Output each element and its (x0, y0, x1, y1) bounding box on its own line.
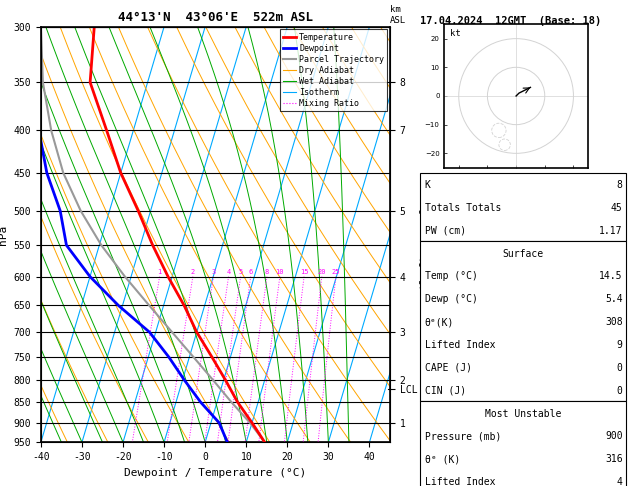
Text: 900: 900 (605, 432, 623, 441)
Text: Most Unstable: Most Unstable (484, 409, 561, 418)
Text: θᵉ (K): θᵉ (K) (425, 454, 460, 464)
Text: θᵉ(K): θᵉ(K) (425, 317, 454, 327)
Text: Lifted Index: Lifted Index (425, 340, 495, 350)
Text: 3: 3 (211, 269, 216, 276)
Text: 6: 6 (248, 269, 253, 276)
Text: 17.04.2024  12GMT  (Base: 18): 17.04.2024 12GMT (Base: 18) (420, 16, 601, 26)
X-axis label: Dewpoint / Temperature (°C): Dewpoint / Temperature (°C) (125, 468, 306, 478)
Text: 15: 15 (300, 269, 308, 276)
Text: 5: 5 (238, 269, 243, 276)
Text: 14.5: 14.5 (599, 272, 623, 281)
Text: 1: 1 (157, 269, 162, 276)
Title: 44°13'N  43°06'E  522m ASL: 44°13'N 43°06'E 522m ASL (118, 11, 313, 24)
Y-axis label: Mixing Ratio (g/kg): Mixing Ratio (g/kg) (418, 179, 428, 290)
Text: 5.4: 5.4 (605, 295, 623, 304)
Text: 25: 25 (331, 269, 340, 276)
Text: 0: 0 (617, 363, 623, 373)
Text: CAPE (J): CAPE (J) (425, 363, 472, 373)
Text: 45: 45 (611, 203, 623, 213)
Text: 0: 0 (617, 386, 623, 396)
Text: 1.17: 1.17 (599, 226, 623, 236)
Text: km
ASL: km ASL (390, 5, 406, 25)
Text: 9: 9 (617, 340, 623, 350)
Text: CIN (J): CIN (J) (425, 386, 465, 396)
Text: Totals Totals: Totals Totals (425, 203, 501, 213)
Text: Pressure (mb): Pressure (mb) (425, 432, 501, 441)
Text: 2: 2 (191, 269, 195, 276)
Text: 20: 20 (318, 269, 326, 276)
Text: Lifted Index: Lifted Index (425, 477, 495, 486)
Text: 308: 308 (605, 317, 623, 327)
Text: kt: kt (450, 29, 461, 38)
Text: 4: 4 (617, 477, 623, 486)
Text: K: K (425, 180, 430, 190)
Text: PW (cm): PW (cm) (425, 226, 465, 236)
Text: Surface: Surface (502, 249, 543, 259)
Y-axis label: hPa: hPa (0, 225, 8, 244)
Text: Temp (°C): Temp (°C) (425, 272, 477, 281)
Text: 8: 8 (265, 269, 269, 276)
Text: 316: 316 (605, 454, 623, 464)
Text: Dewp (°C): Dewp (°C) (425, 295, 477, 304)
Text: 10: 10 (276, 269, 284, 276)
Text: 8: 8 (617, 180, 623, 190)
Text: 4: 4 (226, 269, 231, 276)
Legend: Temperature, Dewpoint, Parcel Trajectory, Dry Adiabat, Wet Adiabat, Isotherm, Mi: Temperature, Dewpoint, Parcel Trajectory… (280, 29, 387, 111)
